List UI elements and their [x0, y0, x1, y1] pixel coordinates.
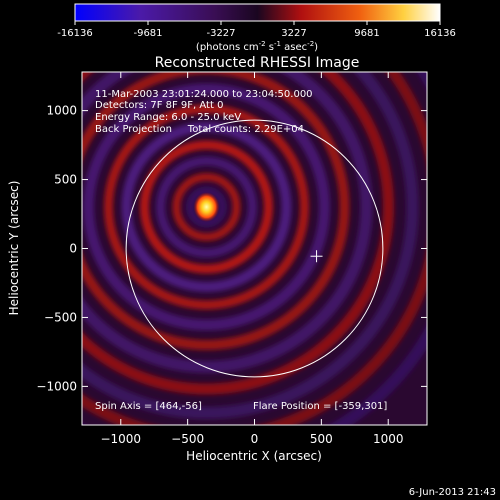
y-tick-label: −1000 [36, 379, 77, 393]
spin-axis-marker [310, 250, 323, 263]
colorbar-tick-label: -16136 [57, 28, 92, 39]
colorbar-gradient [74, 3, 441, 22]
info-energy: Energy Range: 6.0 - 25.0 keV [95, 112, 241, 123]
info-detectors: Detectors: 7F 8F 9F, Att 0 [95, 100, 223, 111]
flare-source [193, 191, 220, 222]
colorbar-tick-label: -9681 [133, 28, 162, 39]
colorbar-tick-label: 3227 [281, 28, 306, 39]
x-tick-label: 1000 [373, 432, 404, 446]
colorbar: -16136 -9681 -3227 3227 9681 16136 (photons c… [57, 3, 456, 53]
heatmap-image [82, 72, 427, 425]
y-tick-label: 500 [54, 173, 77, 187]
y-tick-label: 0 [69, 242, 77, 256]
colorbar-units: (photons cm-2 s-1 asec-2) [196, 40, 318, 53]
footer-date: 6-Jun-2013 21:43 [409, 487, 496, 498]
info-time: 11-Mar-2003 23:01:24.000 to 23:04:50.000 [95, 89, 313, 100]
axis-ticks: −1000 −500 0 500 1000 −1000 −500 0 500 1000 [36, 72, 427, 446]
x-tick-label: 500 [310, 432, 333, 446]
colorbar-tick-label: 16136 [424, 28, 456, 39]
solar-limb [125, 119, 384, 378]
flare-position-label: Flare Position = [-359,301] [253, 401, 387, 412]
y-axis-label: Heliocentric Y (arcsec) [7, 181, 21, 316]
chart-title: Reconstructed RHESSI Image [155, 55, 360, 71]
x-tick-label: −500 [171, 432, 204, 446]
y-tick-label: 1000 [46, 104, 77, 118]
colorbar-tick-label: 9681 [354, 28, 379, 39]
x-axis-label: Heliocentric X (arcsec) [186, 449, 322, 463]
observation-info: 11-Mar-2003 23:01:24.000 to 23:04:50.000… [95, 89, 313, 135]
colorbar-tick-label: -3227 [206, 28, 235, 39]
x-tick-label: −1000 [100, 432, 141, 446]
spin-axis-label: Spin Axis = [464,-56] [95, 401, 202, 412]
y-tick-label: −500 [44, 310, 77, 324]
info-method: Back Projection Total counts: 2.29E+04 [95, 124, 304, 135]
colorbar-ticks: -16136 -9681 -3227 3227 9681 16136 [57, 21, 456, 39]
x-tick-label: 0 [251, 432, 259, 446]
